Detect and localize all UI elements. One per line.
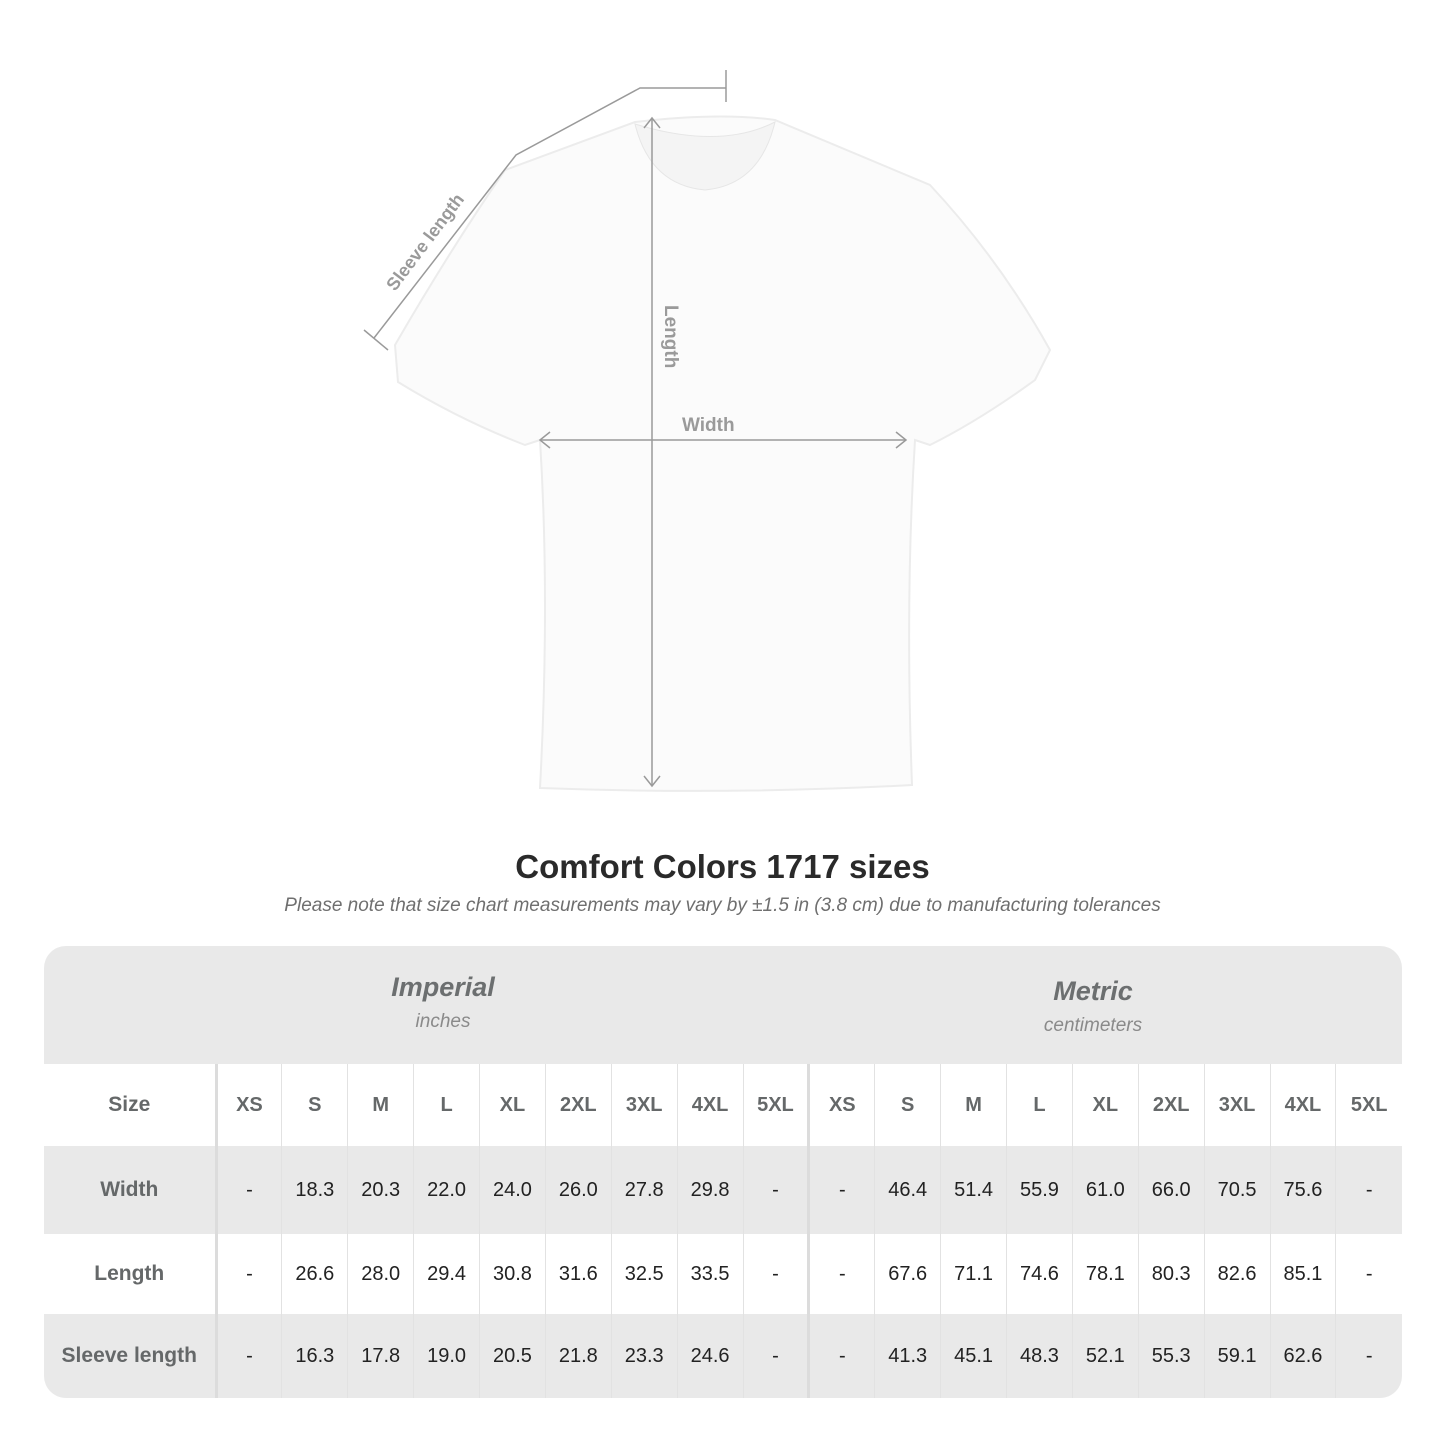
chart-title: Comfort Colors 1717 sizes	[515, 848, 930, 885]
metric-size-xl: XL	[1071, 1064, 1139, 1146]
imperial-size-xl: XL	[479, 1064, 546, 1146]
table-row: Width -18.3 20.3 22.0 24.0 26.0 27.8 29.8- -46.4…	[44, 1146, 1402, 1234]
size-table: Size XS S M L XL 2XL 3XL 4XL 5XL XS S M L XL 2XL 3XL 4XL 5…	[44, 1064, 1402, 1398]
metric-cell: 55.9	[1006, 1146, 1073, 1234]
size-table-panel: Imperial inches Metric centimeters Size X…	[44, 946, 1402, 1398]
imperial-cell: 19.0	[413, 1314, 480, 1398]
imperial-cell: 24.6	[676, 1314, 743, 1398]
imperial-cell: 33.5	[676, 1234, 743, 1314]
metric-cell: 41.3	[874, 1314, 941, 1398]
metric-unit: centimeters	[1043, 1015, 1143, 1036]
imperial-size-2xl: 2XL	[544, 1064, 612, 1146]
imperial-cell: 20.5	[479, 1314, 546, 1398]
metric-cell: -	[1335, 1234, 1402, 1314]
metric-cell: 46.4	[874, 1146, 941, 1234]
metric-size-2xl: 2XL	[1137, 1064, 1205, 1146]
metric-cell: 66.0	[1137, 1146, 1205, 1234]
tshirt-image	[393, 115, 1052, 792]
imperial-cell: -	[742, 1146, 809, 1234]
imperial-cell: 22.0	[413, 1146, 480, 1234]
size-label: Size	[44, 1064, 218, 1146]
metric-cell: -	[1335, 1314, 1402, 1398]
width-label: Width	[682, 415, 735, 436]
imperial-cell: 31.6	[544, 1234, 612, 1314]
metric-cell: 82.6	[1203, 1234, 1270, 1314]
imperial-cell: 32.5	[610, 1234, 678, 1314]
row-label: Width	[44, 1146, 218, 1234]
metric-cell: 70.5	[1203, 1146, 1270, 1234]
metric-cell: 59.1	[1203, 1314, 1270, 1398]
imperial-cell: 26.0	[544, 1146, 612, 1234]
sleeve-measure-line	[373, 87, 726, 339]
table-row: Length -26.6 28.0 29.4 30.8 31.6 32.5 33.5- -67.…	[44, 1234, 1402, 1314]
row-label: Length	[44, 1234, 218, 1314]
imperial-cell: -	[215, 1146, 282, 1234]
imperial-header: Imperial inches	[216, 972, 670, 1033]
metric-header: Metric centimeters	[809, 976, 1377, 1037]
metric-cell: 75.6	[1269, 1146, 1336, 1234]
metric-cell: 74.6	[1006, 1234, 1073, 1314]
imperial-cell: -	[215, 1234, 282, 1314]
imperial-cell: -	[742, 1234, 809, 1314]
imperial-size-5xl: 5XL	[742, 1064, 809, 1146]
metric-cell: 45.1	[940, 1314, 1007, 1398]
metric-cell: 71.1	[940, 1234, 1007, 1314]
metric-size-3xl: 3XL	[1203, 1064, 1270, 1146]
imperial-cell: 27.8	[610, 1146, 678, 1234]
metric-cell: 55.3	[1137, 1314, 1205, 1398]
table-row: Sleeve length -16.3 17.8 19.0 20.5 21.8 23.3 24…	[44, 1314, 1402, 1398]
imperial-size-4xl: 4XL	[676, 1064, 743, 1146]
imperial-size-s: S	[281, 1064, 348, 1146]
metric-size-xs: XS	[807, 1064, 875, 1146]
imperial-heading: Imperial	[391, 972, 495, 1002]
metric-cell: -	[1335, 1146, 1402, 1234]
metric-cell: 85.1	[1269, 1234, 1336, 1314]
metric-cell: 51.4	[940, 1146, 1007, 1234]
sleeve-start-tick	[363, 329, 389, 351]
metric-cell: 80.3	[1137, 1234, 1205, 1314]
metric-heading: Metric	[1053, 976, 1133, 1006]
metric-size-4xl: 4XL	[1269, 1064, 1336, 1146]
metric-cell: 52.1	[1071, 1314, 1139, 1398]
imperial-cell: 20.3	[347, 1146, 414, 1234]
metric-cell: 61.0	[1071, 1146, 1139, 1234]
metric-size-s: S	[874, 1064, 941, 1146]
imperial-size-l: L	[413, 1064, 480, 1146]
metric-cell: 67.6	[874, 1234, 941, 1314]
row-label: Sleeve length	[44, 1314, 218, 1398]
imperial-size-3xl: 3XL	[610, 1064, 678, 1146]
imperial-cell: 23.3	[610, 1314, 678, 1398]
imperial-size-m: M	[347, 1064, 414, 1146]
tshirt-diagram: Sleeve length Length Width	[363, 70, 1052, 792]
length-label: Length	[660, 305, 681, 368]
imperial-cell: -	[742, 1314, 809, 1398]
imperial-cell: 29.8	[676, 1146, 743, 1234]
imperial-cell: 29.4	[413, 1234, 480, 1314]
tolerance-note: Please note that size chart measurements…	[284, 895, 1161, 916]
collar	[634, 121, 776, 191]
imperial-cell: 16.3	[281, 1314, 348, 1398]
metric-cell: 48.3	[1006, 1314, 1073, 1398]
metric-size-m: M	[940, 1064, 1007, 1146]
metric-cell: 62.6	[1269, 1314, 1336, 1398]
imperial-cell: 17.8	[347, 1314, 414, 1398]
imperial-size-xs: XS	[215, 1064, 282, 1146]
imperial-cell: 18.3	[281, 1146, 348, 1234]
imperial-cell: 30.8	[479, 1234, 546, 1314]
metric-cell: -	[807, 1314, 875, 1398]
imperial-cell: 28.0	[347, 1234, 414, 1314]
metric-cell: -	[807, 1234, 875, 1314]
metric-size-5xl: 5XL	[1335, 1064, 1402, 1146]
arrowheads-icon	[538, 116, 908, 788]
imperial-cell: -	[215, 1314, 282, 1398]
metric-size-l: L	[1006, 1064, 1073, 1146]
imperial-cell: 24.0	[479, 1146, 546, 1234]
unit-header-band: Imperial inches Metric centimeters	[44, 946, 1402, 1064]
metric-cell: 78.1	[1071, 1234, 1139, 1314]
imperial-unit: inches	[415, 1011, 471, 1032]
imperial-cell: 26.6	[281, 1234, 348, 1314]
metric-cell: -	[807, 1146, 875, 1234]
imperial-cell: 21.8	[544, 1314, 612, 1398]
size-header-row: Size XS S M L XL 2XL 3XL 4XL 5XL XS S M L XL 2XL 3XL 4XL 5…	[44, 1064, 1402, 1146]
